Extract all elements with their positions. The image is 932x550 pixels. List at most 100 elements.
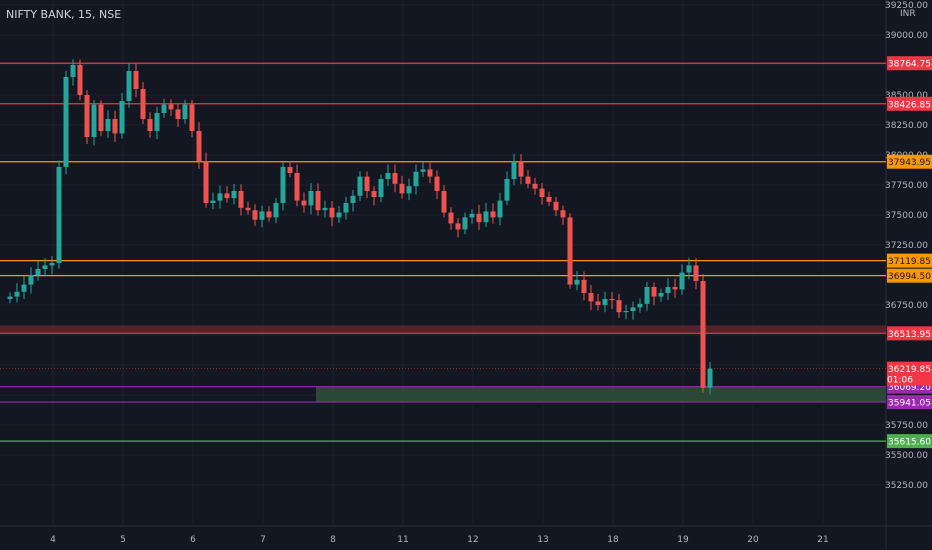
candle-body [588,293,594,302]
candle-body [525,176,531,184]
candle-body [581,279,587,293]
candle-body [168,104,174,110]
candle-body [14,291,20,297]
candle-body [546,197,552,202]
y-tick-label: 38500.00 [885,91,928,101]
candle-body [420,169,426,172]
x-tick-label: 8 [330,535,336,545]
x-tick-label: 19 [677,535,689,545]
candle-body [595,301,601,305]
candle-body [308,191,314,206]
candle-body [574,279,580,285]
level-price-badge: 38426.85 [888,100,931,110]
candle-body [616,300,622,313]
plot-area [0,0,886,526]
candle-body [399,183,405,194]
candle-body [133,71,139,89]
y-tick-label: 37500.00 [885,211,928,221]
candle-body [462,217,468,230]
candle-body [189,104,195,131]
candle-body [238,191,244,208]
level-price-badge-bg [887,56,932,71]
level-price-badge-bg [887,253,932,268]
x-tick-label: 4 [50,535,56,545]
candle-body [630,307,636,311]
candle-body [553,201,559,211]
candle-body [112,119,118,134]
candle-body [161,104,167,113]
level-price-badge-bg [887,96,932,111]
candle-body [518,161,524,177]
candle-body [77,65,83,95]
level-price-badge: 36069.20 [888,383,931,393]
candle-body [413,171,419,187]
candle-body [560,210,566,218]
candle-body [56,167,62,263]
candle-body [637,303,643,308]
candle-body [63,77,69,167]
candle-body [686,265,692,273]
candle-body [301,200,307,206]
candle-body [350,195,356,203]
candle-body [434,176,440,191]
candle-body [658,293,664,297]
candle-body [707,368,713,388]
level-price-badge: 36994.50 [888,272,931,282]
x-tick-label: 7 [260,535,266,545]
candle-body [42,265,48,269]
level-price-badge: 37943.95 [888,158,931,168]
candle-body [385,173,391,179]
candle-body [280,167,286,203]
candle-body [679,272,685,290]
level-price-badge-bg [887,268,932,283]
candle-body [84,95,90,137]
level-price-badge-bg [887,326,932,341]
y-tick-label: 35500.00 [885,451,928,461]
candle-body [665,287,671,293]
level-price-badge: 36513.95 [888,330,931,340]
candle-body [210,200,216,203]
x-tick-label: 6 [190,535,196,545]
level-price-badge: 38764.75 [888,60,931,70]
candle-body [609,299,615,301]
candle-body [469,213,475,218]
candle-body [224,193,230,199]
candle-body [476,213,482,223]
candle-body [623,311,629,313]
candle-body [245,207,251,211]
x-tick-label: 12 [467,535,478,545]
x-tick-label: 11 [397,535,408,545]
candle-body [315,191,321,211]
candle-body [98,104,104,131]
candle-body [700,281,706,388]
candle-body [7,296,13,299]
y-tick-label: 39000.00 [885,31,928,41]
candle-body [35,269,41,275]
candle-body [140,89,146,119]
candle-body [693,265,699,281]
candle-body [406,186,412,194]
candle-body [371,191,377,197]
candle-body [175,109,181,119]
candle-body [602,299,608,305]
x-tick-label: 18 [607,535,619,545]
candle-body [497,200,503,218]
candle-body [203,161,209,203]
level-price-badge-bg [887,154,932,169]
price-zone [0,325,886,334]
candle-body [287,167,293,173]
candle-body [119,101,125,134]
last-price-badge-bg [887,361,932,386]
countdown-label: 01:06 [887,376,913,386]
level-price-badge: 35941.05 [888,399,931,409]
x-tick-label: 20 [747,535,759,545]
y-tick-label: 39250.00 [885,1,928,11]
level-price-badge: 37119.85 [888,257,931,267]
candle-body [490,211,496,218]
candle-body [196,131,202,161]
candle-body [448,212,454,224]
candle-body [266,211,272,218]
candle-body [504,179,510,201]
